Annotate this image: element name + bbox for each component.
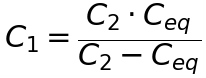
Text: $C_1 = \dfrac{C_2 \cdot C_{eq}}{C_2 - C_{eq}}$: $C_1 = \dfrac{C_2 \cdot C_{eq}}{C_2 - C_… <box>4 1 202 77</box>
